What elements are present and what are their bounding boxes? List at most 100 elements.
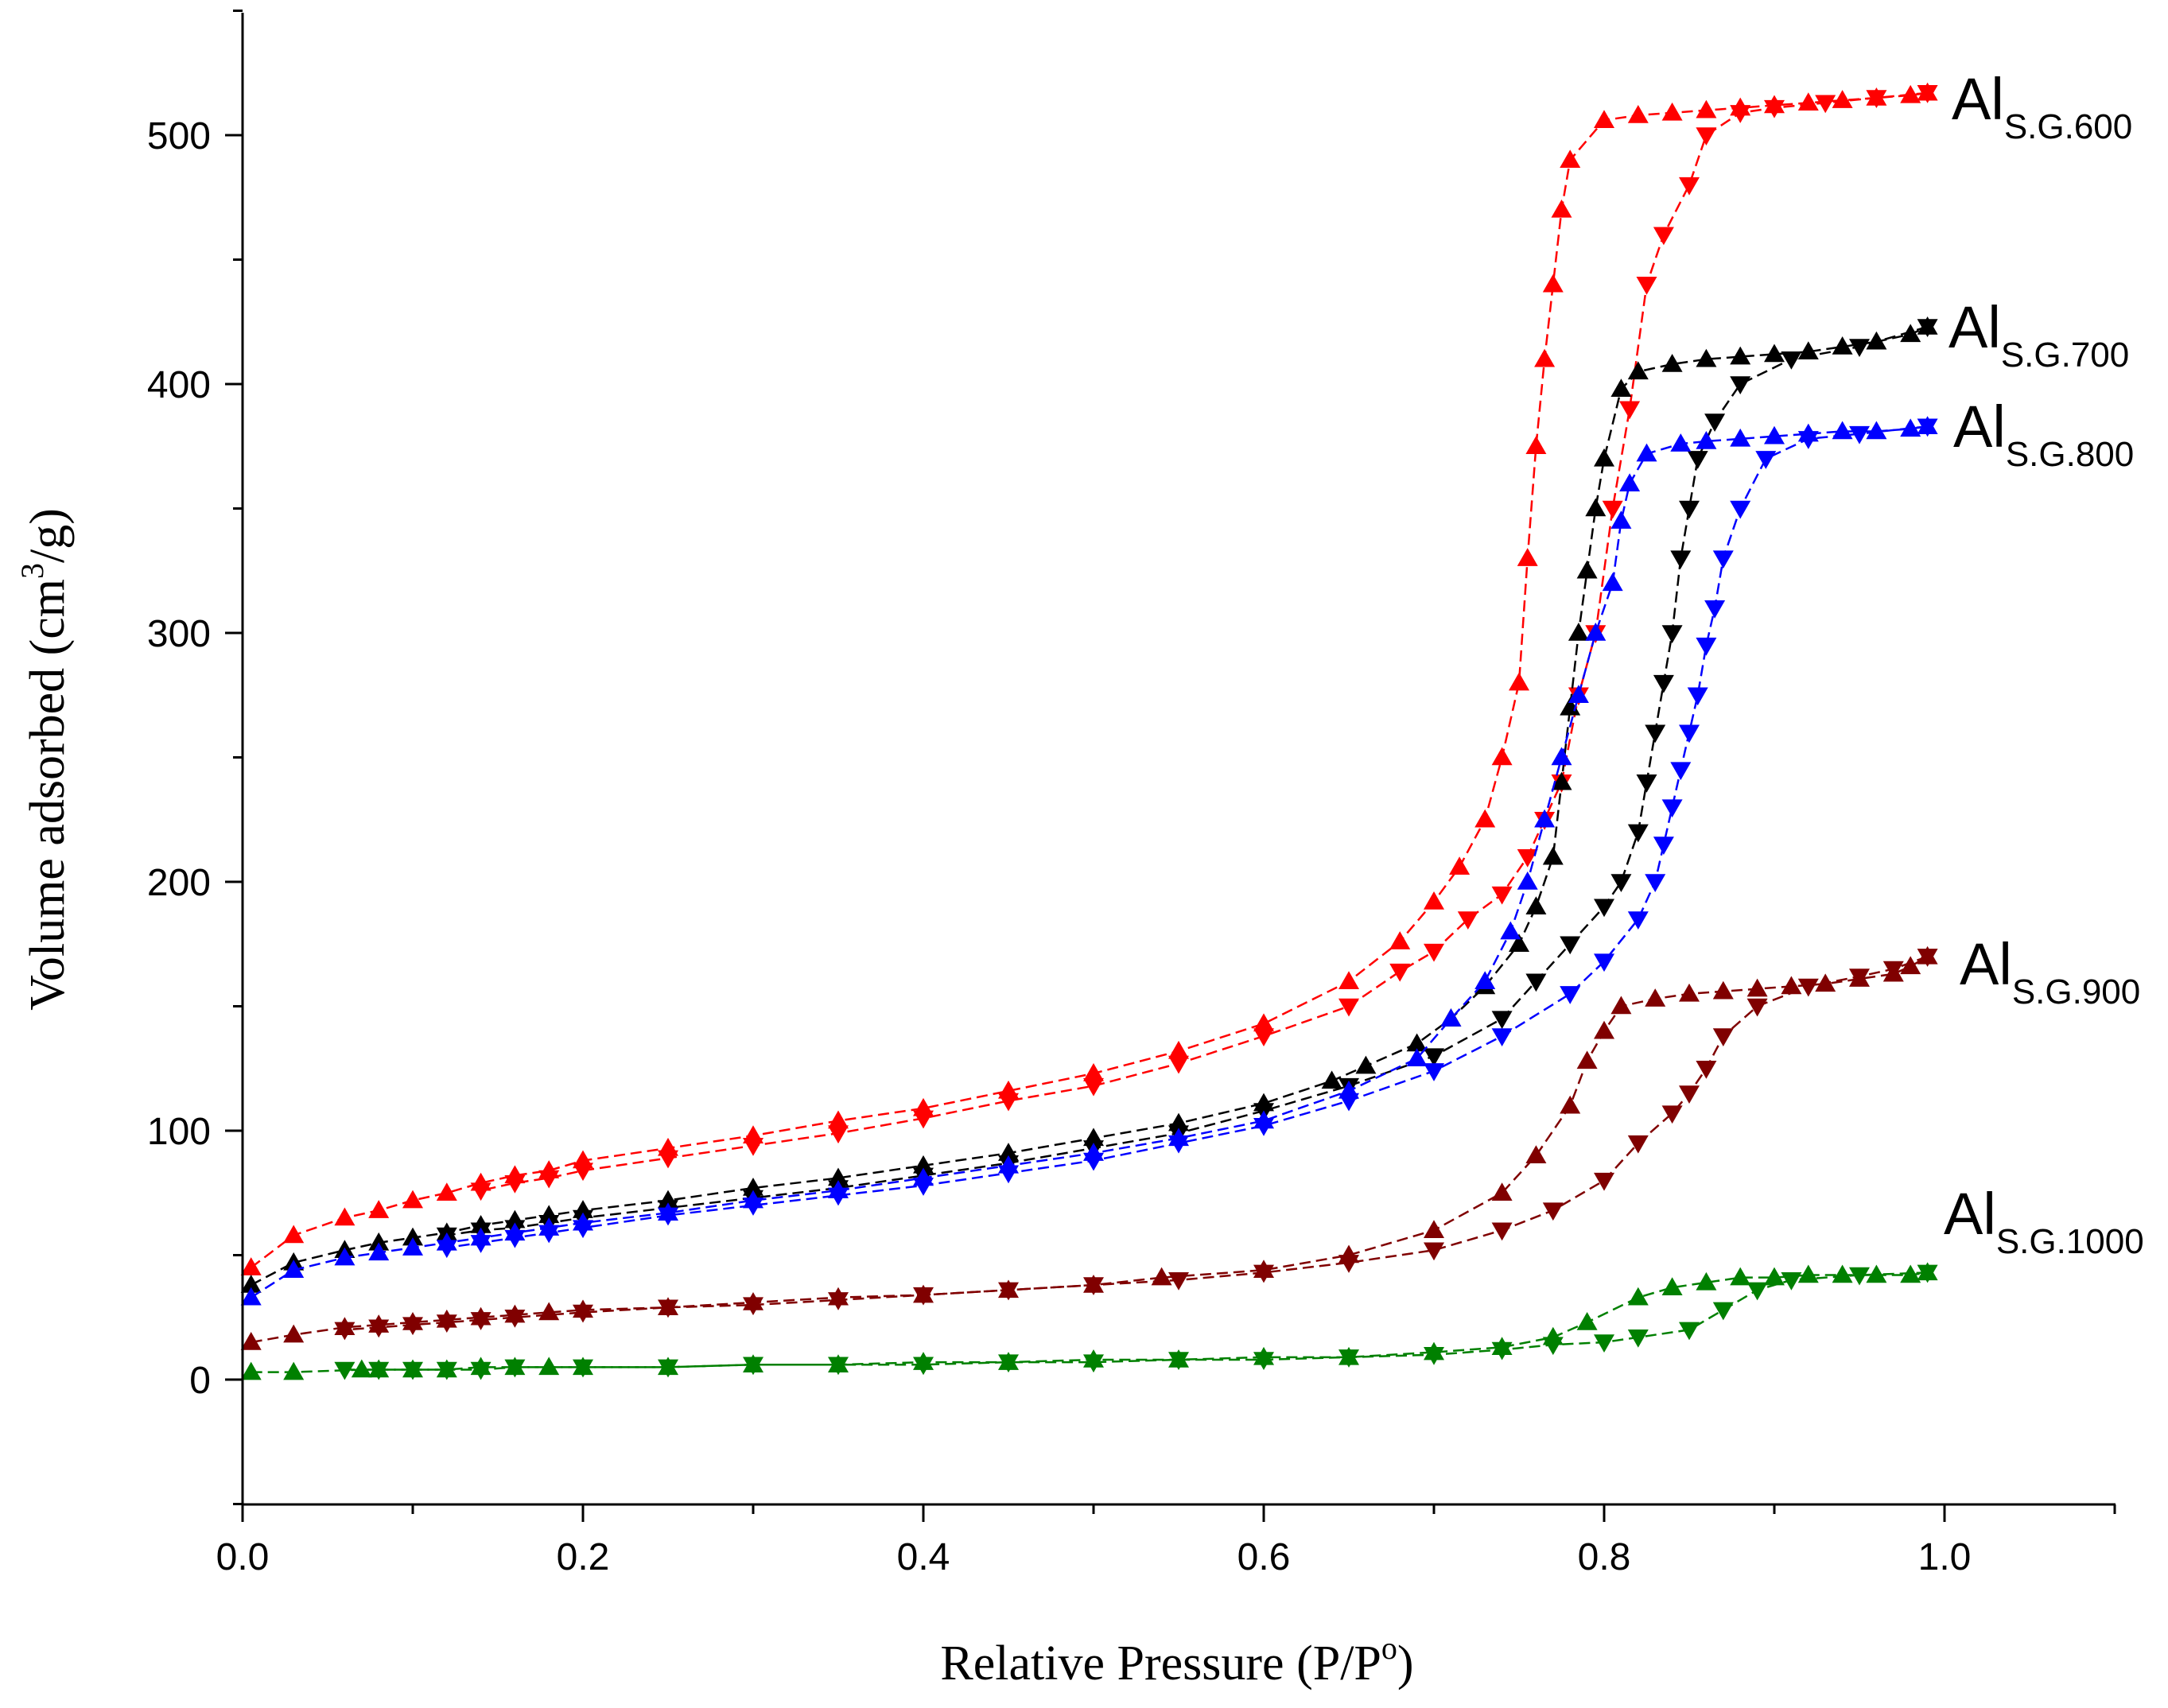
- desorption-point: [743, 1138, 763, 1156]
- desorption-point: [1797, 978, 1819, 997]
- adsorption-point: [1679, 983, 1700, 1002]
- adsorption-point: [1797, 92, 1819, 111]
- plot-area: [240, 82, 1938, 1380]
- desorption-point: [1594, 1172, 1614, 1191]
- desorption-point: [1253, 1264, 1274, 1283]
- adsorption-point: [1670, 433, 1692, 452]
- desorption-point: [1389, 963, 1411, 982]
- adsorption-point: [1517, 871, 1538, 890]
- adsorption-point: [402, 1227, 423, 1246]
- adsorption-point: [1083, 1063, 1104, 1081]
- desorption-point: [1704, 413, 1726, 432]
- adsorption-point: [538, 1357, 560, 1376]
- adsorption-point: [1406, 1048, 1428, 1066]
- adsorption-point: [1832, 90, 1853, 108]
- adsorption-point: [1551, 199, 1572, 218]
- adsorption-point: [1491, 1182, 1513, 1201]
- desorption-point: [998, 1093, 1019, 1112]
- desorption-point: [436, 1314, 457, 1333]
- desorption-point: [334, 1361, 356, 1380]
- desorption-point: [1083, 1277, 1104, 1296]
- desorption-point: [1746, 998, 1768, 1017]
- desorption-point: [1815, 95, 1836, 114]
- desorption-point: [1168, 1135, 1189, 1154]
- adsorption-point: [1781, 976, 1802, 995]
- desorption-line: [344, 1271, 1928, 1371]
- desorption-point: [1764, 99, 1785, 118]
- desorption-point: [1645, 874, 1666, 892]
- desorption-point: [1679, 500, 1700, 519]
- desorption-point: [1636, 277, 1657, 295]
- desorption-point: [1781, 1272, 1802, 1291]
- adsorption-point: [1542, 846, 1564, 865]
- desorption-point: [1253, 1117, 1274, 1136]
- adsorption-point: [402, 1190, 423, 1209]
- adsorption-point: [1355, 1055, 1377, 1074]
- adsorption-point: [1500, 921, 1521, 940]
- adsorption-point: [1424, 1220, 1444, 1238]
- desorption-point: [436, 1361, 457, 1380]
- desorption-point: [1627, 824, 1649, 843]
- desorption-point: [1491, 1341, 1513, 1361]
- desorption-point: [1168, 1055, 1189, 1074]
- desorption-point: [1696, 637, 1717, 656]
- desorption-point: [913, 1178, 934, 1196]
- desorption-point: [1602, 500, 1623, 519]
- adsorption-point: [1474, 971, 1496, 989]
- adsorption-point: [1560, 149, 1581, 169]
- desorption-point: [573, 1220, 593, 1239]
- adsorption-point: [334, 1207, 356, 1226]
- adsorption-point: [1866, 421, 1887, 440]
- desorption-point: [913, 1287, 934, 1306]
- desorption-point: [368, 1361, 390, 1380]
- adsorption-point: [283, 1361, 305, 1380]
- desorption-point: [573, 1304, 593, 1323]
- adsorption-point: [1696, 348, 1717, 367]
- adsorption-point: [283, 1324, 305, 1343]
- desorption-point: [1457, 911, 1478, 930]
- desorption-point: [1594, 953, 1614, 972]
- adsorption-point: [1474, 809, 1496, 828]
- desorption-point: [1679, 1085, 1700, 1104]
- adsorption-point: [1449, 856, 1471, 875]
- adsorption-point: [1576, 560, 1598, 579]
- desorption-point: [1849, 339, 1870, 358]
- adsorption-point: [1661, 1277, 1683, 1295]
- desorption-point: [1661, 1105, 1683, 1124]
- y-axis-ticks: 0 100 200 300 400 500: [147, 10, 243, 1505]
- adsorption-point: [368, 1242, 390, 1261]
- x-tick-label: 0.6: [1237, 1536, 1291, 1578]
- adsorption-point: [1406, 1033, 1428, 1052]
- desorption-point: [658, 1207, 678, 1226]
- desorption-point: [1917, 1264, 1938, 1283]
- desorption-point: [1491, 1028, 1513, 1047]
- desorption-point: [470, 1235, 491, 1253]
- adsorption-point: [1551, 747, 1572, 766]
- desorption-point: [1679, 724, 1700, 743]
- desorption-point: [1679, 177, 1700, 196]
- adsorption-point: [1568, 685, 1589, 703]
- desorption-point: [1661, 625, 1683, 643]
- desorption-point: [998, 1165, 1019, 1184]
- adsorption-point: [1696, 1271, 1717, 1291]
- series-label-800: AlS.G.800: [1953, 394, 2134, 474]
- desorption-point: [658, 1150, 678, 1169]
- adsorption-point: [1602, 573, 1623, 592]
- adsorption-point: [1832, 1264, 1853, 1283]
- adsorption-point: [1730, 346, 1751, 365]
- adsorption-point: [1576, 1312, 1598, 1330]
- adsorption-point: [1900, 324, 1921, 343]
- adsorption-point: [1560, 1095, 1581, 1114]
- adsorption-point: [368, 1200, 390, 1218]
- adsorption-point: [1440, 1008, 1462, 1027]
- adsorption-point: [1389, 931, 1411, 949]
- desorption-point: [1542, 1202, 1564, 1221]
- desorption-point: [1661, 799, 1683, 818]
- desorption-point: [1849, 1267, 1870, 1286]
- desorption-point: [504, 1359, 526, 1378]
- adsorption-point: [240, 1332, 262, 1350]
- adsorption-point: [1661, 353, 1683, 372]
- desorption-point: [1797, 431, 1819, 449]
- series-label-900: AlS.G.900: [1960, 931, 2140, 1011]
- desorption-point: [1687, 451, 1708, 469]
